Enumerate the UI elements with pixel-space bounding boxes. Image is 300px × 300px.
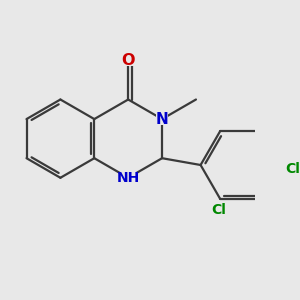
Text: O: O bbox=[122, 53, 135, 68]
Bar bbox=[122, 55, 134, 66]
Text: N: N bbox=[156, 112, 168, 127]
Text: Cl: Cl bbox=[211, 203, 226, 217]
Text: NH: NH bbox=[117, 171, 140, 185]
Bar bbox=[119, 172, 137, 184]
Bar bbox=[156, 113, 168, 125]
Text: Cl: Cl bbox=[285, 162, 300, 176]
